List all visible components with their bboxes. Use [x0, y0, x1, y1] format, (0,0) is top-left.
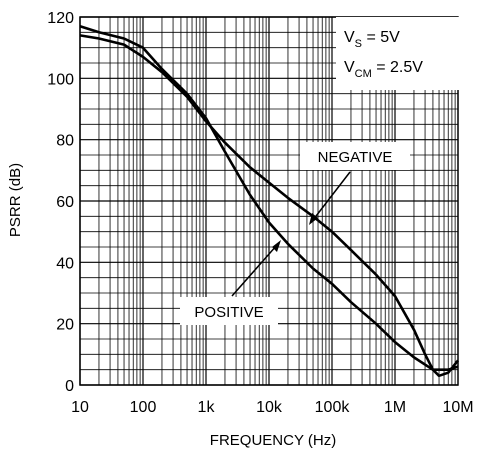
y-tick-labels: 0 20 40 60 80 100 120	[47, 10, 74, 395]
x-tick-label: 10k	[256, 399, 283, 416]
x-tick-labels: 10 100 1k 10k 100k 1M 10M	[71, 399, 473, 416]
y-axis-title: PSRR (dB)	[7, 163, 24, 237]
series-line-positive	[79, 24, 459, 372]
negative-label: NEGATIVE	[318, 149, 393, 166]
y-tick-label: 80	[56, 133, 74, 150]
y-tick-label: 100	[47, 71, 74, 88]
vcm-condition: VCM = 2.5V	[344, 59, 423, 80]
positive-label: POSITIVE	[194, 304, 263, 321]
x-tick-label: 10M	[442, 399, 473, 416]
vs-condition: VS = 5V	[344, 29, 400, 50]
series-group	[79, 24, 460, 378]
negative-label-box	[300, 142, 410, 170]
positive-label-box	[180, 297, 278, 325]
x-tick-label: 10	[71, 399, 89, 416]
positive-arrowhead	[272, 240, 281, 252]
series-line-negative	[79, 34, 460, 378]
y-tick-label: 120	[47, 10, 74, 27]
x-tick-label: 100k	[315, 399, 351, 416]
positive-arrow-line	[231, 244, 278, 297]
x-tick-label: 1M	[384, 399, 406, 416]
y-tick-label: 60	[56, 194, 74, 211]
y-tick-label: 0	[65, 378, 74, 395]
y-tick-label: 20	[56, 317, 74, 334]
y-tick-label: 40	[56, 255, 74, 272]
x-axis-title: FREQUENCY (Hz)	[210, 432, 336, 449]
plot-frame	[79, 16, 459, 386]
negative-arrow-line	[312, 171, 351, 221]
x-tick-label: 100	[130, 399, 157, 416]
negative-arrowhead	[309, 213, 318, 225]
conditions-box	[336, 17, 459, 90]
x-tick-label: 1k	[198, 399, 216, 416]
